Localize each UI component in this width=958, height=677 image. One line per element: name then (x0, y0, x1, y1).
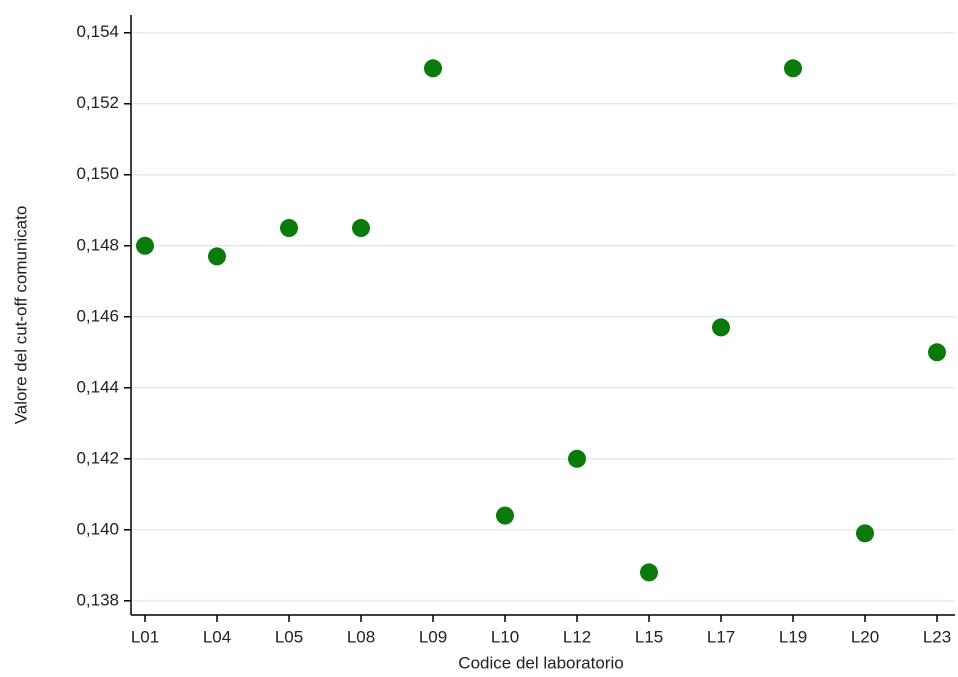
point (352, 219, 370, 238)
point (784, 59, 802, 78)
x-tick-label: L17 (707, 627, 735, 646)
y-tick-label: 0,154 (76, 22, 119, 41)
x-tick-label: L15 (635, 627, 663, 646)
point (136, 236, 154, 255)
point (856, 524, 874, 543)
point (208, 247, 226, 266)
x-tick-label: L10 (491, 627, 519, 646)
y-tick-label: 0,150 (76, 164, 119, 183)
point (640, 563, 658, 582)
y-tick-label: 0,144 (76, 377, 119, 396)
x-tick-label: L08 (347, 627, 375, 646)
point (712, 318, 730, 337)
point (568, 449, 586, 468)
x-tick-label: L09 (419, 627, 447, 646)
x-tick-label: L20 (851, 627, 879, 646)
y-tick-label: 0,142 (76, 448, 119, 467)
x-tick-label: L23 (923, 627, 951, 646)
y-tick-label: 0,140 (76, 519, 119, 538)
y-tick-label: 0,148 (76, 235, 119, 254)
point (424, 59, 442, 78)
y-tick-label: 0,146 (76, 306, 119, 325)
x-tick-label: L12 (563, 627, 591, 646)
point (280, 219, 298, 238)
x-tick-label: L05 (275, 627, 303, 646)
y-tick-label: 0,138 (76, 590, 119, 609)
x-tick-label: L19 (779, 627, 807, 646)
x-tick-label: L01 (131, 627, 159, 646)
point (496, 506, 514, 525)
y-axis-label: Valore del cut-off comunicato (11, 206, 30, 425)
x-tick-label: L04 (203, 627, 231, 646)
x-axis-label: Codice del laboratorio (458, 653, 623, 672)
point (928, 343, 946, 362)
y-tick-label: 0,152 (76, 93, 119, 112)
